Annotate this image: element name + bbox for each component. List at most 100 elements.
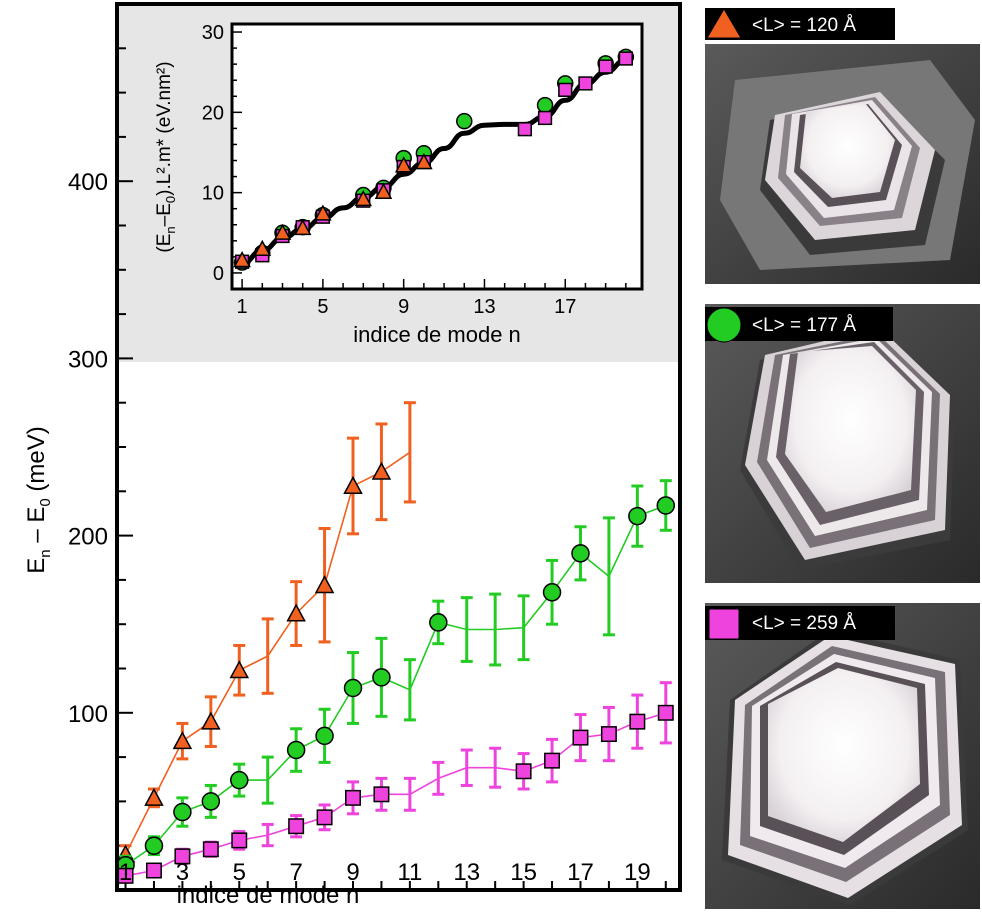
- stm-image-177: [705, 304, 980, 583]
- main-x-tick-label: 19: [624, 859, 651, 886]
- data-point-square: [600, 726, 617, 743]
- data-point-circle: [429, 613, 448, 632]
- main-x-tick-label: 11: [397, 859, 422, 886]
- inset-x-tick-label: 1: [237, 296, 248, 318]
- inset-point-square: [578, 76, 593, 91]
- main-x-tick-label: 15: [510, 859, 537, 886]
- error-bar: [403, 776, 416, 812]
- data-point-circle: [542, 583, 562, 602]
- main-series-square: [117, 681, 674, 884]
- inset-tick-labels: 1 5 9 13 17 0 10 20 30: [202, 22, 577, 318]
- error-bar: [460, 596, 473, 663]
- inset-point-circle: [536, 96, 554, 114]
- inset-axis-ticks: [232, 31, 627, 289]
- inset-x-axis-label: indice de mode n: [353, 322, 521, 347]
- data-point-triangle: [371, 461, 392, 480]
- data-point-square: [572, 729, 589, 746]
- main-x-tick-label: 3: [176, 859, 189, 886]
- inset-point-triangle: [293, 218, 312, 236]
- inset-y-tick-label: 10: [202, 183, 224, 205]
- data-point-triangle: [314, 575, 335, 594]
- data-point-triangle: [286, 603, 306, 622]
- inset-point-triangle: [354, 189, 373, 207]
- data-point-triangle: [229, 660, 250, 679]
- error-bar: [261, 822, 274, 848]
- data-point-triangle: [172, 731, 193, 750]
- legend-label-120: <L> = 120 Å: [752, 15, 856, 36]
- inset-point-triangle: [233, 251, 251, 268]
- inset-point-triangle: [394, 156, 413, 173]
- data-point-square: [288, 818, 305, 835]
- data-point-circle: [372, 668, 391, 687]
- error-bar: [602, 516, 615, 637]
- main-plot-frame: [115, 2, 682, 892]
- main-x-tick-label: 7: [289, 859, 302, 886]
- data-point-square: [657, 704, 674, 721]
- data-point-circle: [144, 836, 164, 855]
- main-x-tick-label: 1: [119, 859, 132, 886]
- data-point-square: [373, 786, 390, 803]
- error-bar: [460, 748, 473, 787]
- error-bar: [403, 401, 416, 504]
- data-point-triangle: [343, 475, 363, 494]
- data-point-square: [544, 752, 561, 769]
- stm-image-120: [705, 44, 980, 284]
- main-y-tick-label: 400: [68, 169, 108, 196]
- legend-item-120: <L> = 120 Å: [705, 8, 895, 40]
- inset-point-triangle: [253, 239, 272, 256]
- data-point-triangle: [201, 711, 221, 730]
- inset-y-tick-label: 30: [202, 22, 224, 44]
- inset-point-triangle: [273, 223, 292, 240]
- data-point-square: [515, 763, 532, 780]
- legend-marker-square: [708, 608, 740, 640]
- data-point-circle: [173, 802, 192, 822]
- inset-point-circle: [456, 112, 473, 130]
- data-point-square: [629, 713, 646, 730]
- main-x-tick-label: 13: [453, 859, 480, 886]
- stm-image-259: [705, 603, 980, 909]
- inset-y-tick-label: 20: [202, 102, 224, 124]
- inset-point-square: [537, 110, 553, 126]
- data-point-circle: [286, 740, 306, 760]
- inset-point-triangle: [374, 182, 393, 199]
- main-y-tick-label: 100: [68, 701, 108, 728]
- legend-marker-circle: [706, 307, 742, 343]
- main-series-triangle: [115, 401, 416, 865]
- inset-point-triangle: [415, 153, 433, 170]
- error-bar: [432, 760, 445, 796]
- data-point-circle: [571, 544, 590, 563]
- data-point-circle: [656, 496, 676, 515]
- error-bar: [261, 617, 274, 695]
- main-y-tick-label: 200: [68, 524, 108, 551]
- main-series-circle: [116, 479, 676, 876]
- data-point-triangle: [144, 787, 164, 806]
- data-point-circle: [201, 792, 221, 811]
- inset-plot-frame: [230, 22, 644, 291]
- inset-x-tick-label: 9: [398, 296, 409, 318]
- legend-item-177: <L> = 177 Å: [705, 307, 893, 343]
- inset-point-square: [558, 82, 573, 97]
- legend: <L> = 120 Å <L> = 177 Å <L> = 259 Å: [705, 8, 895, 640]
- data-point-square: [316, 809, 333, 826]
- data-point-square: [345, 789, 361, 806]
- inset-x-tick-label: 17: [554, 296, 576, 318]
- inset-chart: 1 5 9 13 17 0 10 20 30 indice de mode n (En–E0).…: [154, 22, 644, 347]
- inset-series-group: [233, 48, 635, 271]
- main-y-tick-label: 300: [68, 346, 108, 373]
- legend-marker-triangle: [706, 8, 742, 39]
- data-point-circle: [315, 726, 334, 746]
- inset-point-triangle: [314, 204, 332, 221]
- inset-x-tick-label: 5: [317, 296, 328, 318]
- data-point-circle: [343, 678, 363, 698]
- legend-label-177: <L> = 177 Å: [752, 315, 856, 336]
- inset-series-triangle: [233, 153, 433, 268]
- error-bar: [261, 755, 274, 805]
- inset-plot-area: [232, 24, 642, 289]
- error-bar: [489, 746, 502, 789]
- inset-point-square: [598, 59, 613, 74]
- inset-y-axis-label: (En–E0).L².m* (eV.nm²): [154, 61, 178, 252]
- data-point-square: [145, 862, 162, 879]
- inset-point-square: [618, 51, 633, 66]
